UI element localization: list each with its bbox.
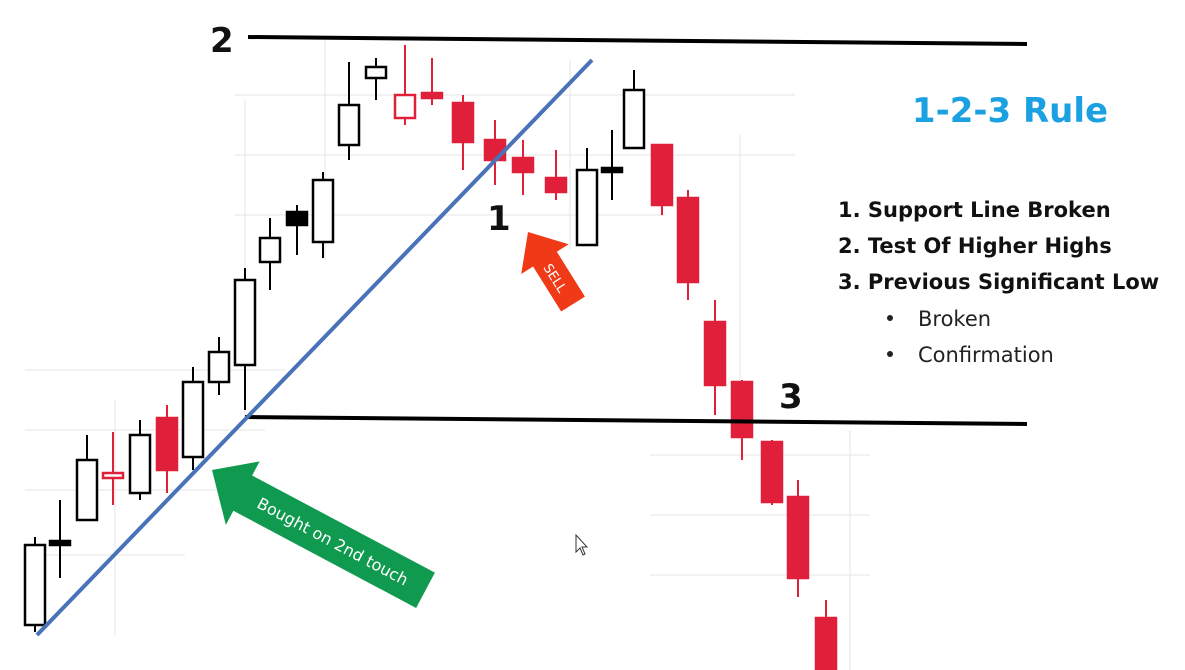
candle-body xyxy=(703,320,727,387)
candle-body xyxy=(575,168,599,247)
point-2: 2 xyxy=(210,21,234,61)
candle-body xyxy=(364,65,388,80)
candle-body xyxy=(181,380,205,459)
candle-body xyxy=(393,93,417,120)
candle-body xyxy=(75,458,99,522)
candle-body xyxy=(544,176,568,194)
trend-line xyxy=(35,58,594,637)
bullet xyxy=(887,315,893,321)
candle-body xyxy=(128,433,152,495)
candle-body xyxy=(155,416,179,472)
sub-point: Confirmation xyxy=(918,343,1054,367)
candle-body xyxy=(207,350,231,384)
candle-body xyxy=(451,101,475,144)
candle-body xyxy=(233,278,257,367)
rule-item: 3. Previous Significant Low xyxy=(838,270,1159,294)
point-1: 1 xyxy=(487,199,511,239)
candle-body xyxy=(814,616,838,670)
rule-item: 1. Support Line Broken xyxy=(838,198,1111,222)
buy-arrow: Bought on 2nd touch xyxy=(212,461,435,608)
candle-body xyxy=(786,495,810,580)
title: 1-2-3 Rule xyxy=(912,91,1108,131)
bullet xyxy=(887,351,893,357)
candle-body xyxy=(258,236,282,264)
candle-body xyxy=(730,380,754,439)
candle-body xyxy=(48,539,72,547)
low-line xyxy=(244,415,1028,426)
candles xyxy=(23,45,838,670)
buy-arrow-label: Bought on 2nd touch xyxy=(254,494,412,590)
resistance-line xyxy=(247,35,1028,46)
candle-body xyxy=(337,103,361,147)
candle-body xyxy=(760,440,784,504)
candle-body xyxy=(311,178,335,244)
candle-body xyxy=(101,471,125,480)
sub-point: Broken xyxy=(918,307,991,331)
point-3: 3 xyxy=(779,377,803,417)
rule-item: 2. Test Of Higher Highs xyxy=(838,234,1112,258)
grid xyxy=(25,40,870,670)
candle-body xyxy=(420,91,444,100)
cursor xyxy=(575,533,589,556)
candle-body xyxy=(622,88,646,150)
candle-body xyxy=(650,143,674,207)
candle-body xyxy=(676,196,700,284)
candle-body xyxy=(483,138,507,162)
candle-body xyxy=(285,210,309,227)
candle-body xyxy=(600,166,624,174)
candle-body xyxy=(511,156,535,174)
candle-body xyxy=(23,543,47,627)
